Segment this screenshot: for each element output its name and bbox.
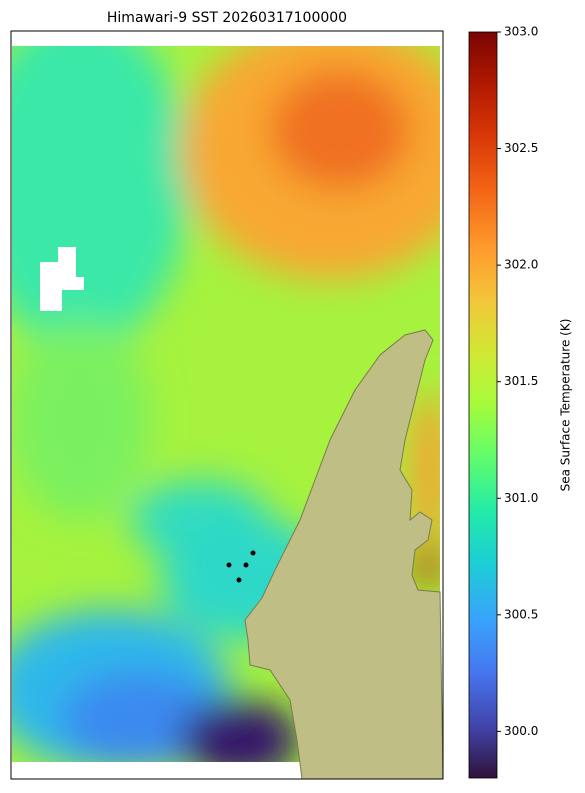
colorbar-tick-label: 303.0 — [504, 25, 538, 39]
colorbar-tick-label: 300.0 — [504, 724, 538, 738]
stations — [226, 550, 256, 583]
colorbar-tick-label: 301.5 — [504, 374, 538, 388]
title: Himawari-9 SST 20260317100000 — [107, 10, 347, 26]
land — [244, 329, 444, 780]
colorbar-tick-label: 301.0 — [504, 491, 538, 505]
colorbar-tick-label: 302.0 — [504, 258, 538, 272]
map-frame — [10, 30, 444, 780]
colorbar-tick-label: 302.5 — [504, 141, 538, 155]
colorbar — [468, 31, 498, 779]
colorbar-tick-label: 300.5 — [504, 607, 538, 621]
colorbar-label: Sea Surface Temperature (K) — [559, 319, 573, 492]
